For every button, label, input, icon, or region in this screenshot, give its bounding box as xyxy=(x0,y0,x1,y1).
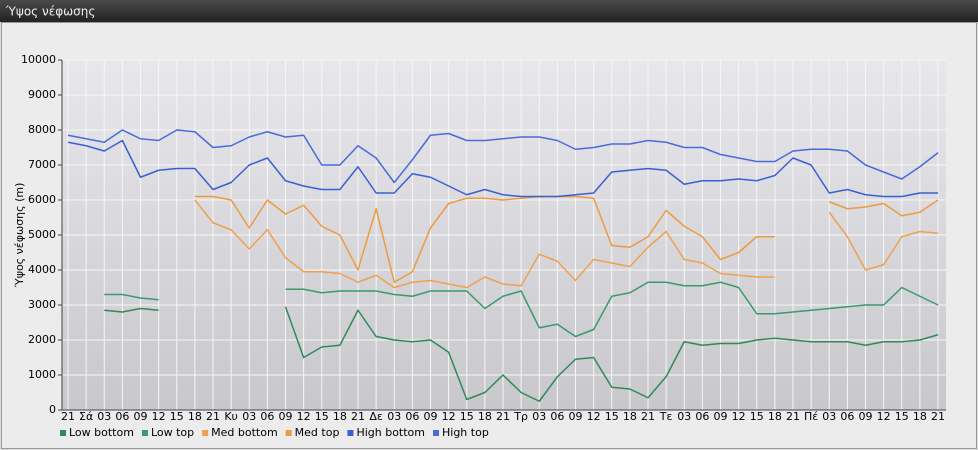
x-tick-label: Δε xyxy=(369,410,383,423)
legend-swatch xyxy=(60,430,66,436)
series-line xyxy=(67,139,938,198)
y-tick-label: 1000 xyxy=(28,368,56,381)
x-tick-label: 21 xyxy=(206,410,220,423)
x-tick-label: 15 xyxy=(315,410,329,423)
legend-swatch xyxy=(141,430,148,436)
x-tick-label: 12 xyxy=(732,410,746,423)
x-tick-label: 03 xyxy=(242,410,256,423)
x-tick-label: 12 xyxy=(297,410,311,423)
x-tick-label: 12 xyxy=(152,410,166,423)
x-tick-label: 06 xyxy=(840,410,854,423)
y-tick-label: 9000 xyxy=(28,88,56,101)
y-tick-label: 2000 xyxy=(28,333,56,346)
x-tick-label: 09 xyxy=(279,410,293,423)
x-tick-label: 12 xyxy=(442,410,456,423)
x-tick-label: 03 xyxy=(532,410,546,423)
series-line xyxy=(67,129,939,184)
y-tick-label: 10000 xyxy=(21,53,56,66)
legend-swatch xyxy=(433,430,439,436)
x-tick-label: Σά xyxy=(79,410,93,423)
x-tick-label: 06 xyxy=(405,410,419,423)
x-tick-label: 03 xyxy=(387,410,401,423)
x-tick-label: 18 xyxy=(333,410,347,423)
x-tick-label: 18 xyxy=(913,410,927,423)
y-axis-label: Ύψος νέφωσης (m) xyxy=(13,183,26,289)
x-tick-label: 18 xyxy=(478,410,492,423)
legend-swatch xyxy=(347,430,354,436)
x-tick-label: Κυ xyxy=(224,410,238,423)
series-line xyxy=(194,195,939,283)
x-tick-label: 06 xyxy=(550,410,564,423)
x-tick-label: 15 xyxy=(895,410,909,423)
y-tick-label: 4000 xyxy=(28,263,56,276)
x-tick-label: 12 xyxy=(587,410,601,423)
window-title: Ύψος νέφωσης xyxy=(5,5,95,19)
x-tick-label: 12 xyxy=(877,410,891,423)
legend-label: Med top xyxy=(295,426,340,439)
x-tick-label: 06 xyxy=(115,410,129,423)
x-tick-label: 21 xyxy=(641,410,655,423)
legend-label: High bottom xyxy=(356,426,425,439)
y-tick-label: 7000 xyxy=(28,158,56,171)
x-tick-label: 03 xyxy=(97,410,111,423)
x-tick-label: Τρ xyxy=(513,410,528,423)
x-tick-label: 09 xyxy=(859,410,873,423)
x-tick-label: Τε xyxy=(659,410,673,423)
x-tick-label: 21 xyxy=(61,410,75,423)
y-tick-label: 8000 xyxy=(28,123,56,136)
x-tick-label: 18 xyxy=(623,410,637,423)
series-line xyxy=(194,199,939,289)
x-tick-label: 09 xyxy=(569,410,583,423)
x-tick-label: 06 xyxy=(260,410,274,423)
x-tick-label: 21 xyxy=(496,410,510,423)
title-bar xyxy=(0,0,978,22)
x-tick-label: 03 xyxy=(677,410,691,423)
y-tick-label: 0 xyxy=(49,403,56,416)
x-tick-label: 18 xyxy=(188,410,202,423)
x-tick-label: 15 xyxy=(750,410,764,423)
legend-label: Low top xyxy=(151,426,194,439)
y-tick-label: 5000 xyxy=(28,228,56,241)
y-tick-label: 6000 xyxy=(28,193,56,206)
x-tick-label: 21 xyxy=(786,410,800,423)
legend-swatch xyxy=(202,430,209,436)
x-tick-label: 09 xyxy=(424,410,438,423)
x-tick-label: 15 xyxy=(605,410,619,423)
x-tick-label: 15 xyxy=(460,410,474,423)
x-tick-label: Πέ xyxy=(804,410,818,423)
x-tick-label: 09 xyxy=(134,410,148,423)
x-tick-label: 06 xyxy=(695,410,709,423)
legend-label: Low bottom xyxy=(69,426,134,439)
x-tick-label: 03 xyxy=(822,410,836,423)
series-line xyxy=(104,306,939,402)
legend-swatch xyxy=(285,430,292,436)
x-tick-label: 18 xyxy=(768,410,782,423)
x-tick-label: 21 xyxy=(931,410,945,423)
x-tick-label: 21 xyxy=(351,410,365,423)
legend-label: Med bottom xyxy=(211,426,278,439)
x-tick-label: 15 xyxy=(170,410,184,423)
series-line xyxy=(104,281,939,338)
legend-label: High top xyxy=(442,426,489,439)
x-tick-label: 09 xyxy=(714,410,728,423)
y-tick-label: 3000 xyxy=(28,298,56,311)
